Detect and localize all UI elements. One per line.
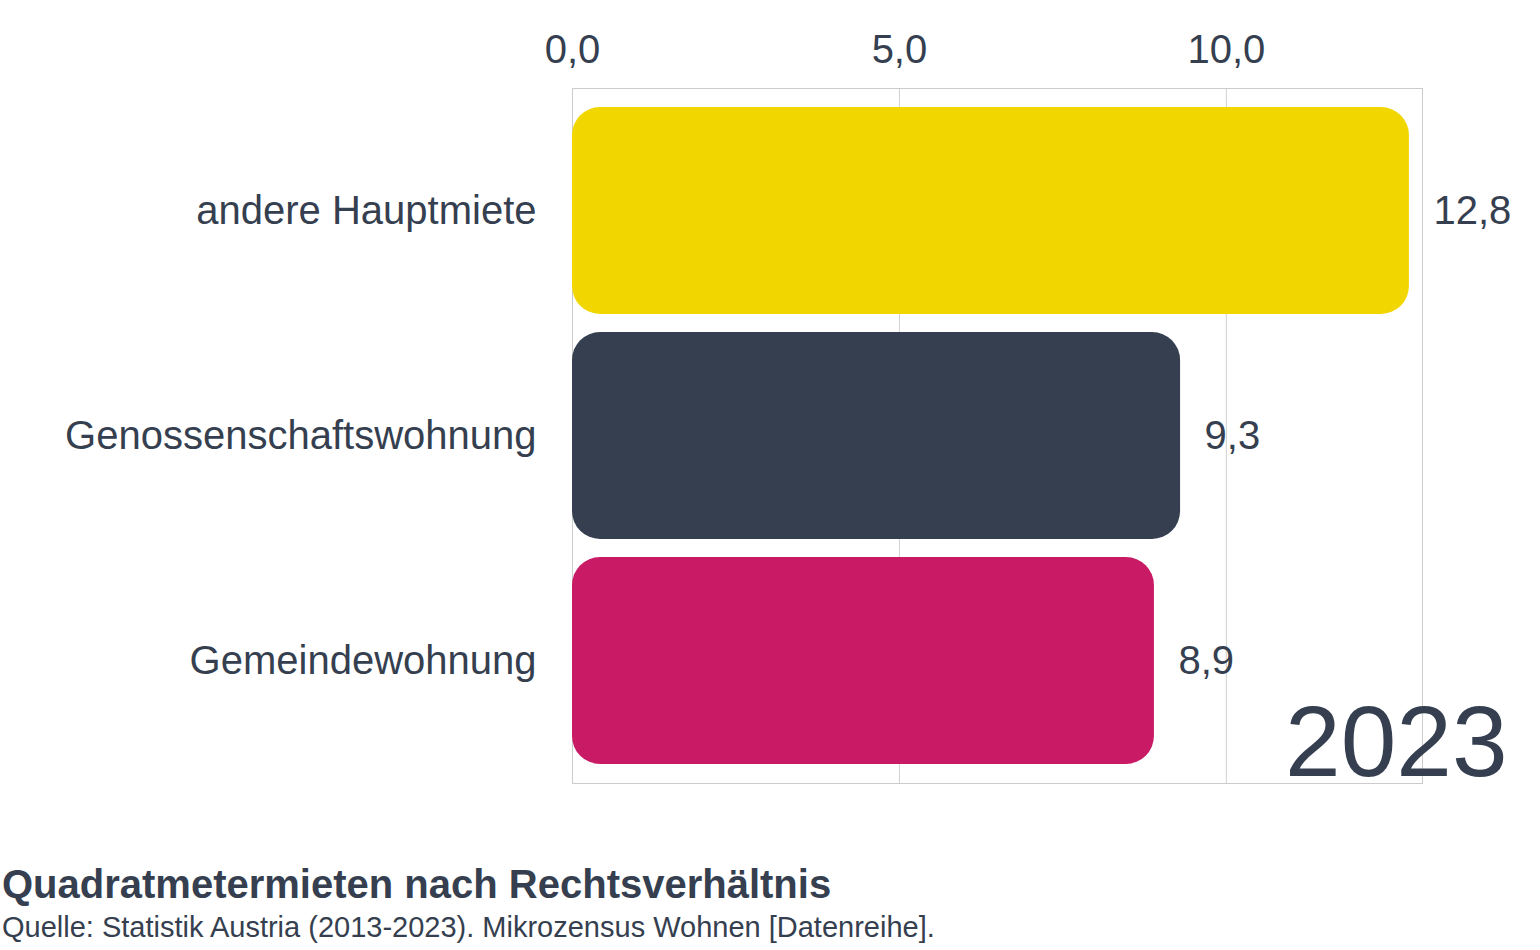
svg-text:10,0: 10,0 (1187, 27, 1265, 71)
svg-text:andere Hauptmiete: andere Hauptmiete (196, 188, 536, 232)
svg-text:12,8: 12,8 (1433, 188, 1511, 232)
svg-text:Genossenschaftswohnung: Genossenschaftswohnung (65, 413, 536, 457)
svg-text:2023: 2023 (1285, 685, 1507, 797)
svg-text:0,0: 0,0 (545, 27, 601, 71)
html-text:Quelle: Statistik Austria (201: Quelle: Statistik Austria (2013-2023). M… (2, 911, 935, 943)
svg-text:5,0: 5,0 (872, 27, 928, 71)
svg-text:9,3: 9,3 (1205, 413, 1261, 457)
svg-text:Gemeindewohnung: Gemeindewohnung (190, 638, 537, 682)
svg-text:8,9: 8,9 (1178, 638, 1234, 682)
html-text:Quadratmetermieten nach Rechts: Quadratmetermieten nach Rechtsverhältnis (2, 862, 832, 906)
